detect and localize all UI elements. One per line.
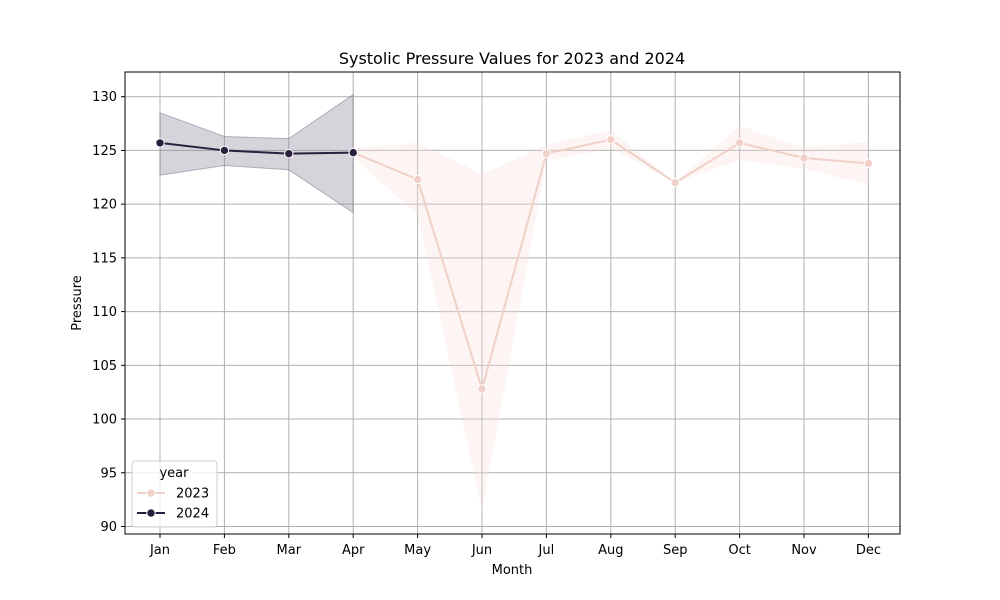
legend-marker-2024 [146, 508, 156, 518]
series-2023-point [541, 148, 552, 159]
series-2023-point [799, 153, 809, 163]
x-tick-label: Sep [663, 543, 688, 558]
x-tick-label: May [404, 543, 431, 558]
series-2023-point [734, 138, 745, 148]
series-2024-point [155, 138, 165, 148]
y-tick-label: 125 [92, 144, 117, 159]
x-tick-label: Apr [342, 543, 365, 558]
legend-label-2023: 2023 [176, 487, 209, 502]
y-tick-label: 90 [100, 520, 117, 535]
y-axis-ticks: 90 95 100 105 110 115 120 125 130 [92, 90, 125, 535]
series-2023-point [412, 174, 423, 185]
x-tick-label: Jan [149, 543, 170, 558]
series-2024-point [219, 145, 230, 156]
y-tick-label: 130 [92, 90, 117, 105]
y-tick-label: 115 [92, 251, 117, 266]
series-2023-point [606, 134, 616, 145]
legend-label-2024: 2024 [176, 507, 209, 522]
series-2023-confidence-band [353, 125, 869, 511]
y-tick-label: 95 [100, 466, 117, 481]
x-tick-label: Jul [538, 543, 555, 558]
data-points [155, 134, 874, 394]
chart-title: Systolic Pressure Values for 2023 and 20… [339, 49, 685, 68]
series-2024-confidence-band [159, 93, 354, 214]
series-2023-point [670, 177, 680, 188]
x-tick-label: Mar [277, 543, 302, 558]
series-2024-point [284, 148, 294, 159]
legend: year 2023 2024 [131, 460, 218, 528]
legend-marker-2023 [146, 488, 156, 498]
x-tick-label: Aug [598, 543, 623, 558]
y-tick-label: 100 [92, 413, 117, 428]
confidence-bands [159, 93, 869, 511]
series-2023-point [477, 384, 487, 394]
x-axis-label: Month [492, 563, 533, 578]
y-tick-label: 110 [92, 305, 117, 320]
series-2024-line [159, 141, 354, 155]
series-2023-point [863, 158, 874, 169]
y-axis-label: Pressure [70, 275, 85, 331]
x-tick-label: Feb [213, 543, 236, 558]
x-tick-label: Jun [471, 543, 492, 558]
x-tick-label: Oct [728, 543, 750, 558]
y-tick-label: 120 [92, 198, 117, 213]
x-axis-ticks: Jan Feb Mar Apr May Jun Jul Aug Sep Oct Nov Dec [149, 534, 881, 558]
x-tick-label: Nov [791, 543, 817, 558]
plot-frame [124, 71, 901, 535]
x-tick-label: Dec [856, 543, 881, 558]
y-tick-label: 105 [92, 359, 117, 374]
legend-title: year [159, 466, 189, 481]
series-2024-point [348, 147, 358, 158]
